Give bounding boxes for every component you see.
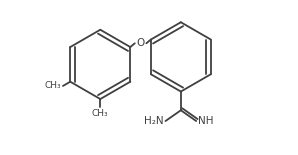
Text: O: O <box>136 38 145 48</box>
Text: H₂N: H₂N <box>144 116 163 126</box>
Text: CH₃: CH₃ <box>45 81 61 90</box>
Text: CH₃: CH₃ <box>92 109 108 118</box>
Text: NH: NH <box>198 116 214 126</box>
